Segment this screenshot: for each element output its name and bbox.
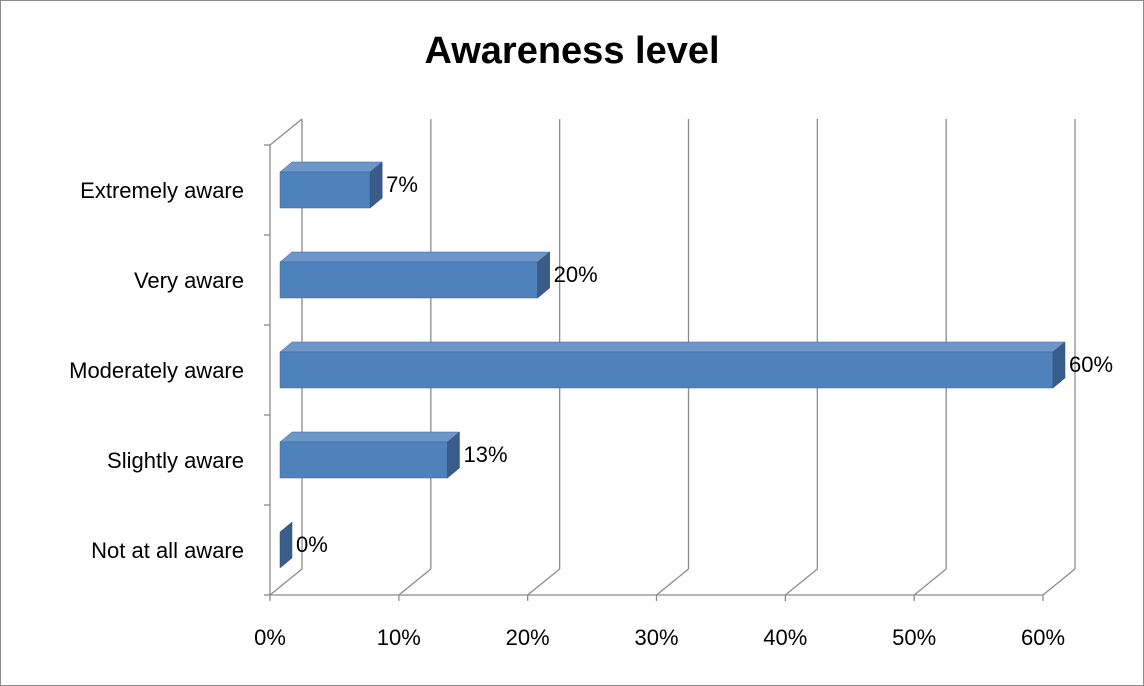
category-label: Not at all aware — [91, 538, 244, 563]
floor-gridline — [656, 568, 689, 596]
x-tick-label: 60% — [1021, 625, 1065, 650]
axes — [264, 144, 1044, 601]
chart-title: Awareness level — [424, 30, 720, 72]
category-label: Very aware — [134, 268, 244, 293]
bar-side — [537, 251, 550, 299]
bar-side — [279, 521, 293, 569]
bar-side — [447, 431, 460, 479]
bar — [279, 171, 371, 209]
data-label: 60% — [1069, 352, 1113, 377]
bar-side — [369, 161, 383, 209]
bar-top — [279, 341, 1066, 353]
x-tick-label: 40% — [763, 625, 807, 650]
data-label: 7% — [386, 172, 418, 197]
x-tick-label: 0% — [254, 625, 286, 650]
floor-gridline — [784, 568, 818, 596]
bar-side — [1052, 341, 1066, 389]
labels: 0% 10% 20% 30% 40% 50% 60% Extremely aware 7% Ver… — [69, 172, 1113, 650]
x-tick-label: 10% — [377, 625, 421, 650]
x-tick-label: 30% — [634, 625, 678, 650]
floor-gridline — [269, 568, 303, 596]
data-label: 0% — [296, 532, 328, 557]
bar-top — [279, 161, 383, 173]
floor-gridline — [913, 568, 947, 596]
floor-gridline — [398, 568, 432, 596]
x-tick-label: 20% — [506, 625, 550, 650]
category-label: Extremely aware — [80, 178, 244, 203]
x-tick-label: 50% — [892, 625, 936, 650]
floor-gridline — [527, 568, 561, 596]
category-label: Moderately aware — [69, 358, 244, 383]
bar — [279, 261, 538, 299]
category-label: Slightly aware — [107, 448, 244, 473]
bar — [279, 441, 448, 479]
wall-edge — [269, 118, 303, 146]
bars — [279, 161, 1066, 569]
bar-top — [279, 431, 461, 443]
bar-top — [279, 251, 551, 263]
data-label: 20% — [554, 262, 598, 287]
bar — [279, 351, 1054, 389]
floor-gridline — [1042, 568, 1076, 596]
data-label: 13% — [463, 442, 507, 467]
